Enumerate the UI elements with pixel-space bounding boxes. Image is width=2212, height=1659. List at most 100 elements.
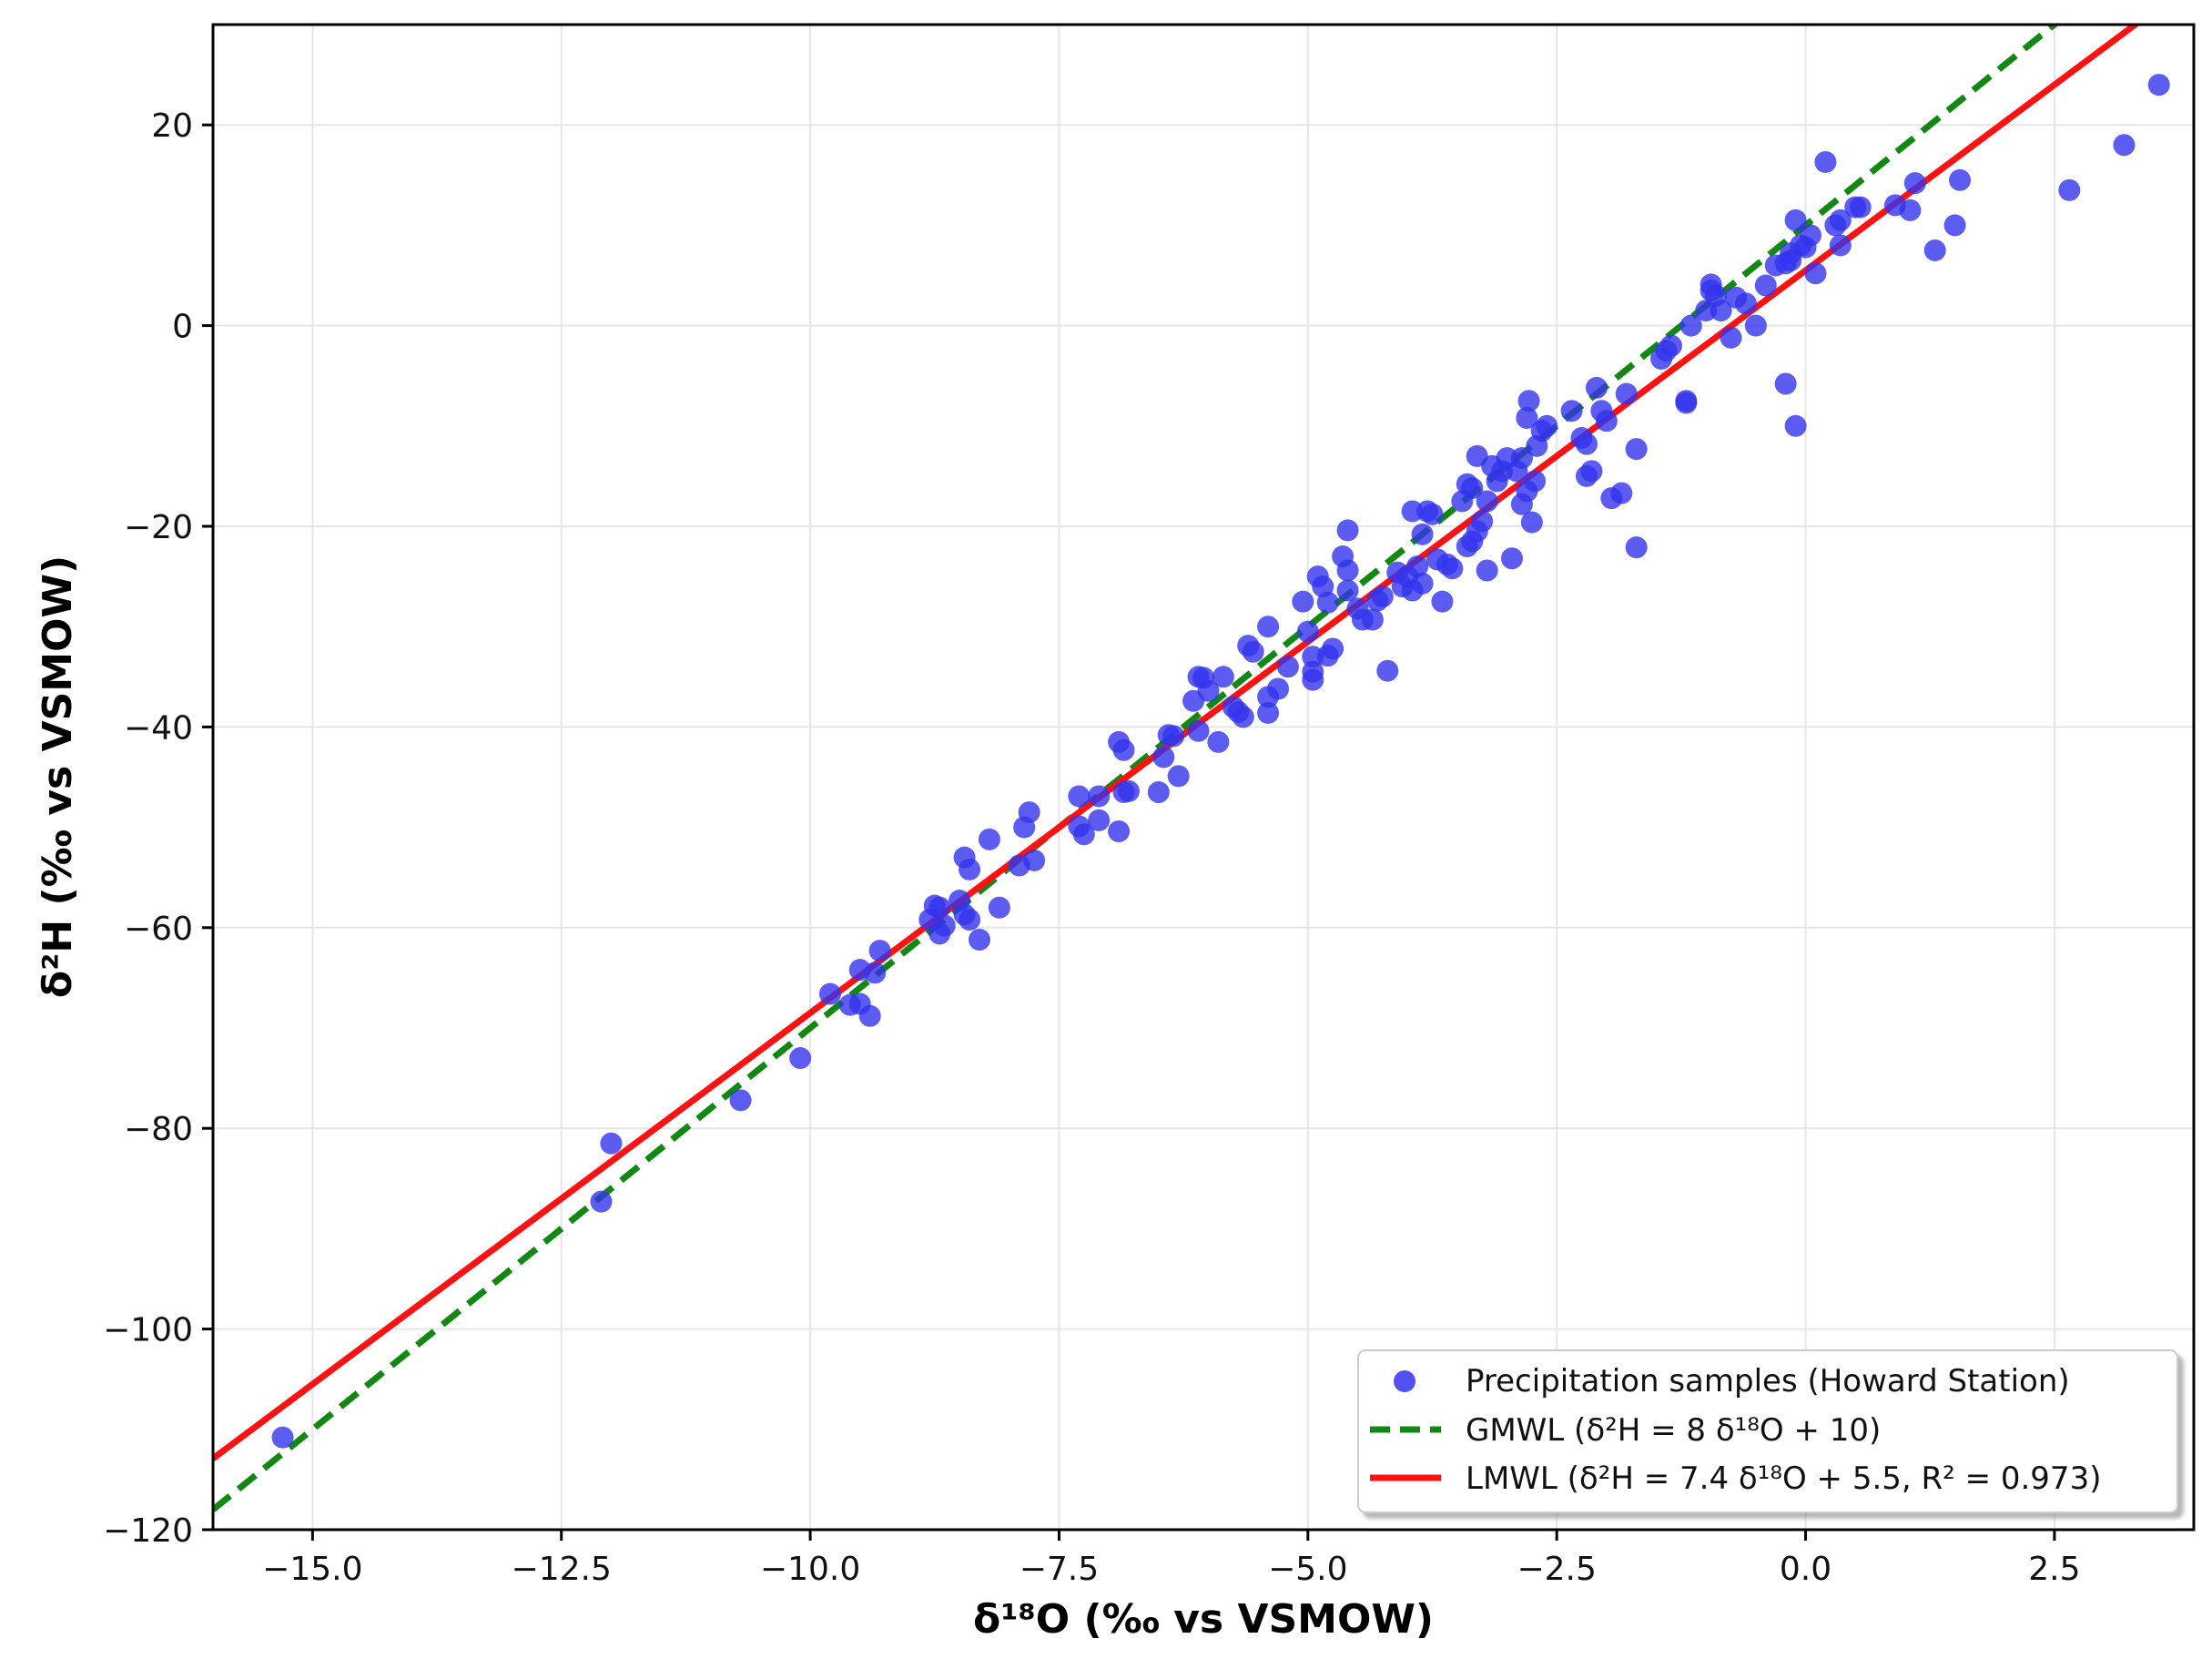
regression-lines <box>213 25 2141 1512</box>
sample-point <box>1117 779 1140 802</box>
gmwl-line <box>213 25 2060 1512</box>
sample-point <box>1754 274 1777 297</box>
sample-point <box>933 914 956 937</box>
sample-point <box>1296 620 1319 643</box>
sample-point <box>1679 314 1702 337</box>
sample-point <box>1814 150 1837 173</box>
sample-point <box>1316 591 1339 614</box>
sample-point <box>1068 785 1091 808</box>
sample-point <box>1406 555 1429 578</box>
sample-point <box>1517 390 1540 412</box>
lmwl-line <box>213 25 2141 1461</box>
y-tick-label: −40 <box>124 709 193 747</box>
sample-point <box>1720 326 1742 349</box>
x-tick-label: −5.0 <box>1268 1551 1347 1588</box>
sample-point <box>1018 801 1040 824</box>
sample-point <box>271 1426 294 1449</box>
sample-point <box>1903 172 1926 195</box>
sample-point <box>1276 656 1299 678</box>
sample-point <box>1322 637 1344 660</box>
sample-point <box>968 929 990 952</box>
sample-point <box>1710 300 1732 322</box>
x-tick-label: −15.0 <box>262 1551 362 1588</box>
sample-point <box>1441 557 1464 580</box>
sample-point <box>1257 616 1280 638</box>
sample-point <box>1162 725 1185 748</box>
x-axis-title: δ¹⁸O (‰ vs VSMOW) <box>973 1596 1434 1643</box>
sample-point <box>2113 134 2136 157</box>
sample-point <box>1471 510 1494 533</box>
sample-point <box>1147 781 1170 804</box>
legend-label-gmwl: GMWL (δ²H = 8 δ¹⁸O + 10) <box>1466 1412 1881 1449</box>
sample-point <box>1431 590 1454 613</box>
sample-point <box>1625 438 1648 461</box>
sample-point <box>1088 785 1111 808</box>
sample-point <box>959 858 981 880</box>
sample-point <box>1943 214 1966 237</box>
sample-point <box>2058 178 2081 201</box>
legend-box <box>1357 1349 2178 1513</box>
sample-point <box>1800 224 1822 247</box>
sample-point <box>1899 198 1922 221</box>
x-tick-label: −2.5 <box>1517 1551 1596 1588</box>
sample-point <box>1152 746 1175 768</box>
x-tick-label: 2.5 <box>2028 1551 2080 1588</box>
sample-point <box>959 908 981 931</box>
sample-point <box>1829 209 1852 231</box>
y-tick-label: −60 <box>124 911 193 948</box>
sample-point <box>1187 719 1210 742</box>
y-tick-label: −120 <box>103 1512 193 1550</box>
y-tick-label: −80 <box>124 1111 193 1148</box>
y-tick-label: −100 <box>103 1312 193 1349</box>
y-tick-label: 20 <box>151 107 193 145</box>
sample-point <box>1361 608 1384 631</box>
sample-point <box>1411 523 1434 545</box>
sample-point <box>590 1190 613 1213</box>
legend-marker-samples <box>1394 1370 1415 1392</box>
sample-point <box>988 896 1010 919</box>
sample-point <box>1585 376 1608 399</box>
sample-point <box>1849 196 1872 219</box>
sample-point <box>1267 677 1290 700</box>
plot-frame <box>211 23 2196 1532</box>
sample-point <box>1536 414 1558 437</box>
sample-point <box>1232 706 1254 728</box>
sample-point <box>729 1089 752 1112</box>
sample-point <box>1524 470 1547 493</box>
sample-point <box>1072 823 1095 846</box>
legend: Precipitation samples (Howard Station) G… <box>1357 1349 2178 1513</box>
sample-point <box>1829 234 1852 257</box>
sample-points <box>271 74 2170 1449</box>
sample-point <box>1302 668 1324 691</box>
sample-point <box>1675 392 1698 414</box>
sample-point <box>1401 500 1424 523</box>
sample-point <box>868 940 891 962</box>
legend-label-lmwl: LMWL (δ²H = 7.4 δ¹⁸O + 5.5, R² = 0.973) <box>1466 1461 2101 1497</box>
sample-point <box>1476 490 1498 513</box>
sample-point <box>1242 640 1264 663</box>
sample-point <box>1949 168 1972 191</box>
y-tick-label: 0 <box>172 309 193 346</box>
sample-point <box>1625 536 1648 559</box>
sample-point <box>1560 400 1583 422</box>
sample-point <box>864 962 887 984</box>
sample-point <box>1371 585 1394 608</box>
sample-point <box>1734 292 1757 315</box>
sample-point <box>1610 482 1633 504</box>
sample-point <box>1744 314 1767 337</box>
sample-point <box>1516 406 1538 429</box>
sample-point <box>1023 849 1046 871</box>
sample-point <box>1784 209 1807 231</box>
sample-point <box>1510 447 1533 470</box>
sample-point <box>1336 559 1359 582</box>
sample-point <box>1207 730 1230 753</box>
x-tick-label: −7.5 <box>1020 1551 1099 1588</box>
sample-point <box>1923 239 1946 261</box>
sample-point <box>1336 519 1359 542</box>
sample-point <box>1520 511 1543 534</box>
x-tick-label: −10.0 <box>760 1551 860 1588</box>
sample-point <box>1659 334 1682 357</box>
y-axis-title: δ²H (‰ vs VSMOW) <box>35 555 81 998</box>
sample-point <box>1421 503 1444 525</box>
